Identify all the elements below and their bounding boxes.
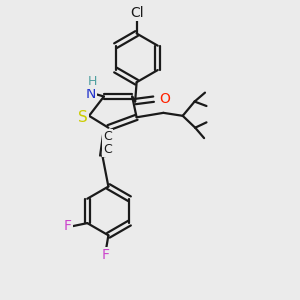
Text: N: N <box>85 86 96 100</box>
Text: F: F <box>102 248 110 262</box>
Text: H: H <box>87 74 97 88</box>
Text: C: C <box>103 143 112 156</box>
Text: C: C <box>103 130 112 143</box>
Text: S: S <box>78 110 87 125</box>
Text: F: F <box>64 219 72 233</box>
Text: Cl: Cl <box>130 6 143 20</box>
Text: O: O <box>159 92 170 106</box>
